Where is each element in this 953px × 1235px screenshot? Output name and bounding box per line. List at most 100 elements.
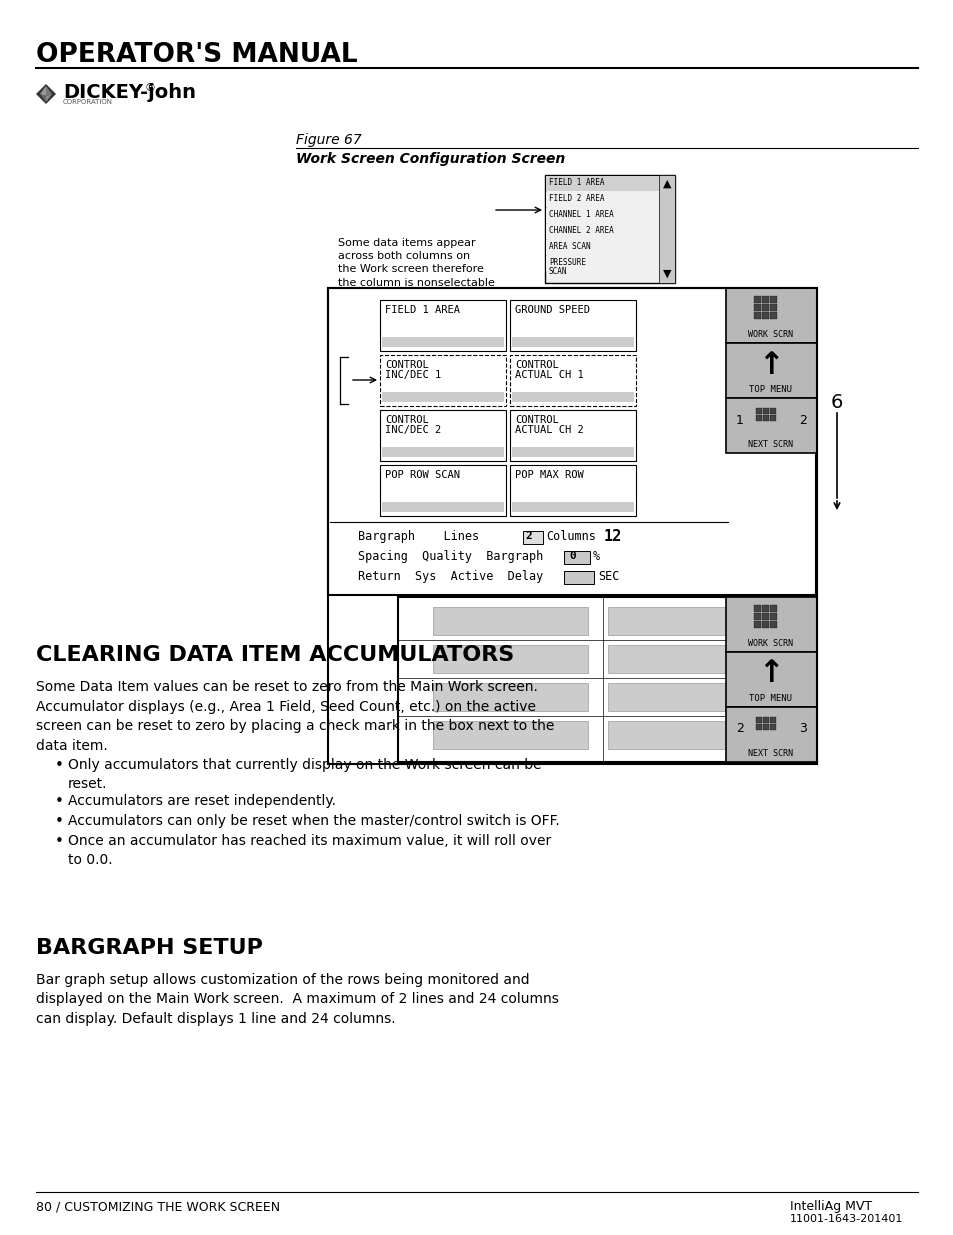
Text: ACTUAL CH 2: ACTUAL CH 2 (515, 425, 583, 435)
Bar (397, 597, 816, 762)
Bar (753, 312, 760, 319)
Bar (761, 304, 768, 311)
Text: Columns: Columns (545, 530, 596, 543)
Text: •: • (55, 814, 64, 829)
Text: 6: 6 (830, 393, 842, 412)
Bar (755, 408, 761, 414)
Bar (725, 597, 816, 652)
Bar (769, 718, 775, 722)
Bar (753, 296, 760, 303)
Bar (753, 605, 760, 613)
Bar (433, 721, 587, 748)
Bar (545, 207, 659, 224)
Text: NEXT SCRN: NEXT SCRN (748, 440, 793, 450)
Bar (545, 240, 659, 254)
Text: AREA SCAN: AREA SCAN (548, 242, 590, 251)
Bar (510, 300, 636, 351)
Bar (510, 354, 636, 406)
Bar (761, 621, 768, 629)
Bar (433, 683, 587, 711)
Text: ®: ® (145, 83, 156, 93)
Text: WORK SCRN: WORK SCRN (748, 638, 793, 648)
Polygon shape (40, 86, 46, 96)
Bar (753, 621, 760, 629)
Text: 12: 12 (603, 529, 621, 543)
Bar (512, 501, 634, 513)
Text: 1: 1 (736, 414, 743, 426)
Text: FIELD 1 AREA: FIELD 1 AREA (385, 305, 459, 315)
Text: Only accumulators that currently display on the Work screen can be
reset.: Only accumulators that currently display… (68, 758, 541, 792)
Bar (761, 613, 768, 620)
Bar (545, 256, 659, 270)
Text: CHANNEL 2 AREA: CHANNEL 2 AREA (548, 226, 613, 235)
Bar (769, 613, 776, 620)
Bar (328, 288, 815, 595)
Bar (725, 398, 816, 453)
Bar (607, 683, 762, 711)
Bar (755, 415, 761, 421)
Text: 0: 0 (568, 551, 576, 561)
Text: 2: 2 (736, 722, 743, 736)
Bar (379, 354, 505, 406)
Bar (769, 296, 776, 303)
Bar (725, 343, 816, 398)
Bar (381, 447, 503, 457)
Bar (769, 621, 776, 629)
Bar (762, 415, 768, 421)
Text: CONTROL: CONTROL (515, 359, 558, 370)
Bar (761, 312, 768, 319)
Bar (433, 645, 587, 673)
Bar (545, 177, 659, 191)
Bar (762, 408, 768, 414)
Bar (545, 191, 659, 207)
Text: PRESSURE: PRESSURE (548, 258, 585, 267)
Bar (510, 466, 636, 516)
Text: CHANNEL 1 AREA: CHANNEL 1 AREA (548, 210, 613, 219)
Bar (512, 391, 634, 403)
Text: •: • (55, 834, 64, 848)
Bar (725, 706, 816, 762)
Text: CONTROL: CONTROL (385, 415, 428, 425)
Bar (769, 312, 776, 319)
Bar (381, 337, 503, 347)
Polygon shape (46, 94, 52, 103)
Text: BARGRAPH SETUP: BARGRAPH SETUP (36, 939, 263, 958)
Bar (607, 721, 762, 748)
Polygon shape (36, 84, 56, 104)
Text: ACTUAL CH 1: ACTUAL CH 1 (515, 370, 583, 380)
Bar (762, 724, 768, 730)
Text: NEXT SCRN: NEXT SCRN (748, 748, 793, 758)
Bar (544, 175, 675, 283)
Text: GROUND SPEED: GROUND SPEED (515, 305, 589, 315)
Text: 2: 2 (524, 531, 531, 541)
Bar (769, 304, 776, 311)
Text: CORPORATION: CORPORATION (63, 99, 112, 105)
Text: Figure 67: Figure 67 (295, 133, 361, 147)
Text: ▼: ▼ (662, 269, 671, 279)
Text: CONTROL: CONTROL (515, 415, 558, 425)
Bar (545, 224, 659, 240)
Text: TOP MENU: TOP MENU (749, 694, 792, 703)
Text: CLEARING DATA ITEM ACCUMULATORS: CLEARING DATA ITEM ACCUMULATORS (36, 645, 514, 664)
Text: POP ROW SCAN: POP ROW SCAN (385, 471, 459, 480)
Bar (725, 288, 816, 343)
Bar (755, 724, 761, 730)
Text: Work Screen Configuration Screen: Work Screen Configuration Screen (295, 152, 565, 165)
Text: IntelliAg MVT: IntelliAg MVT (789, 1200, 871, 1213)
Text: FIELD 2 AREA: FIELD 2 AREA (548, 194, 604, 203)
Text: WORK SCRN: WORK SCRN (748, 330, 793, 338)
Bar (769, 408, 775, 414)
Bar (512, 337, 634, 347)
Text: Accumulators can only be reset when the master/control switch is OFF.: Accumulators can only be reset when the … (68, 814, 559, 827)
Text: 11001-1643-201401: 11001-1643-201401 (789, 1214, 902, 1224)
Bar (769, 605, 776, 613)
Bar (379, 410, 505, 461)
Text: OPERATOR'S MANUAL: OPERATOR'S MANUAL (36, 42, 357, 68)
Bar (753, 613, 760, 620)
Text: Once an accumulator has reached its maximum value, it will roll over
to 0.0.: Once an accumulator has reached its maxi… (68, 834, 551, 867)
Bar (753, 304, 760, 311)
Text: 3: 3 (799, 722, 806, 736)
Text: 80 / CUSTOMIZING THE WORK SCREEN: 80 / CUSTOMIZING THE WORK SCREEN (36, 1200, 280, 1213)
Text: •: • (55, 794, 64, 809)
Bar (510, 410, 636, 461)
